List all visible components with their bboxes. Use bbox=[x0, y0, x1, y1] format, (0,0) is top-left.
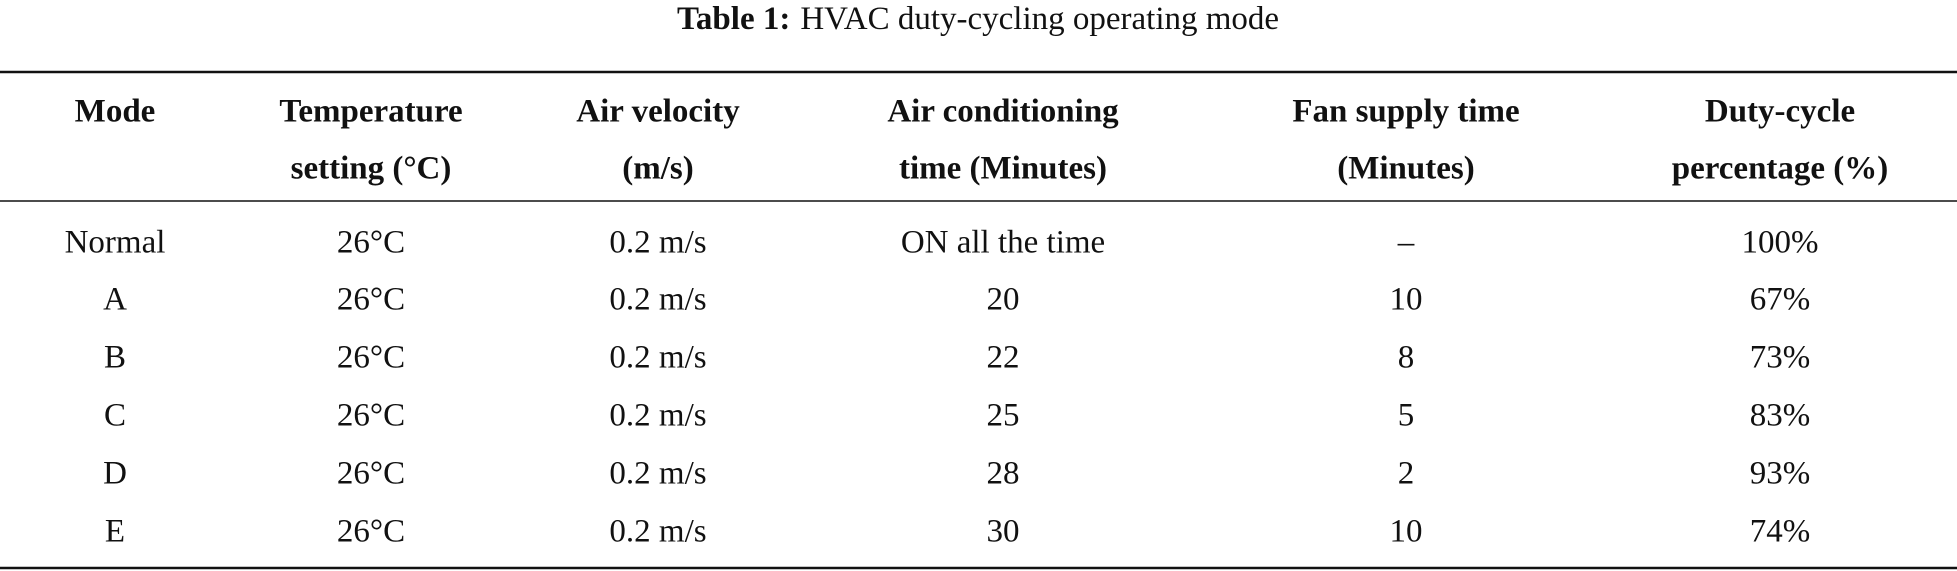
cell: 26°C bbox=[337, 456, 405, 492]
cell: 26°C bbox=[337, 340, 405, 376]
cell: 22 bbox=[987, 340, 1020, 376]
cell: 73% bbox=[1750, 340, 1811, 376]
cell: 0.2 m/s bbox=[609, 340, 706, 376]
cell: 0.2 m/s bbox=[609, 456, 706, 492]
caption: Table 1: HVAC duty-cycling operating mode bbox=[677, 1, 1279, 37]
cell: 0.2 m/s bbox=[609, 225, 706, 261]
caption-label: Table 1: bbox=[677, 1, 790, 37]
cell: 100% bbox=[1742, 225, 1819, 261]
cell: 93% bbox=[1750, 456, 1811, 492]
cell: 67% bbox=[1750, 282, 1811, 318]
cell: A bbox=[103, 282, 127, 318]
cell: 8 bbox=[1398, 340, 1415, 376]
cell: 26°C bbox=[337, 514, 405, 550]
header-cell: Air velocity bbox=[576, 94, 740, 130]
header-cell: (Minutes) bbox=[1337, 151, 1474, 187]
cell: 5 bbox=[1398, 398, 1415, 434]
cell: 83% bbox=[1750, 398, 1811, 434]
cell: ON all the time bbox=[901, 225, 1105, 261]
cell: 0.2 m/s bbox=[609, 514, 706, 550]
cell: 28 bbox=[987, 456, 1020, 492]
cell: 74% bbox=[1750, 514, 1811, 550]
caption-text: HVAC duty-cycling operating mode bbox=[800, 1, 1279, 37]
header-cell: percentage (%) bbox=[1672, 151, 1889, 187]
table-body: Mode Temperature setting (°C) Air velocity (… bbox=[65, 94, 1889, 550]
header-cell: (m/s) bbox=[622, 151, 693, 187]
header-cell: setting (°C) bbox=[291, 151, 452, 187]
header-cell: Air conditioning bbox=[887, 94, 1119, 130]
cell: – bbox=[1397, 225, 1415, 261]
cell: 10 bbox=[1390, 282, 1423, 318]
cell: Normal bbox=[65, 225, 166, 261]
cell: E bbox=[105, 514, 125, 550]
header-cell: Fan supply time bbox=[1292, 94, 1519, 130]
header-cell: Temperature bbox=[279, 94, 462, 130]
header-cell: time (Minutes) bbox=[899, 151, 1107, 187]
cell: 25 bbox=[987, 398, 1020, 434]
cell: 10 bbox=[1390, 514, 1423, 550]
cell: 0.2 m/s bbox=[609, 282, 706, 318]
cell: C bbox=[104, 398, 126, 434]
cell: B bbox=[104, 340, 126, 376]
header-cell: Mode bbox=[75, 94, 156, 130]
cell: 26°C bbox=[337, 282, 405, 318]
header-cell: Duty-cycle bbox=[1705, 94, 1855, 130]
cell: 26°C bbox=[337, 225, 405, 261]
cell: D bbox=[103, 456, 127, 492]
cell: 2 bbox=[1398, 456, 1415, 492]
cell: 20 bbox=[987, 282, 1020, 318]
cell: 26°C bbox=[337, 398, 405, 434]
cell: 30 bbox=[987, 514, 1020, 550]
cell: 0.2 m/s bbox=[609, 398, 706, 434]
